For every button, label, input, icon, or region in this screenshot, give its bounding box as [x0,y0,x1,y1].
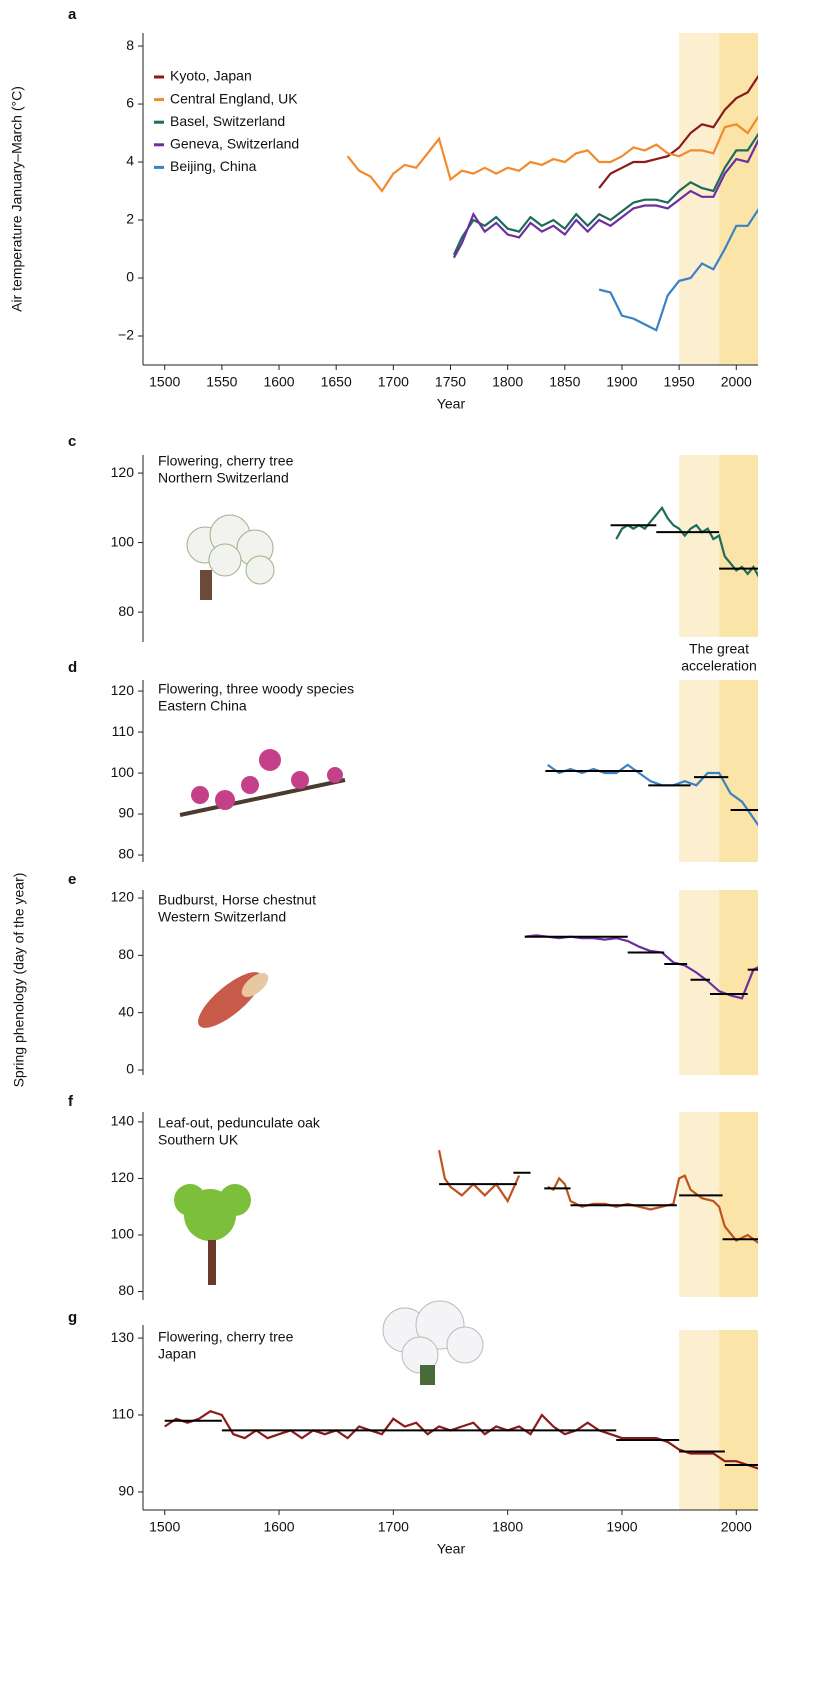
plot-area [439,1112,759,1297]
panel-title: Flowering, three woody species [158,681,354,697]
panel-letter: c [68,433,76,450]
period-band [719,890,759,1075]
period-band [679,680,719,862]
legend-label: Geneva, Switzerland [170,136,299,152]
photo-cherry [187,515,274,600]
x-tick-label: 1650 [321,374,352,390]
panel-title: Northern Switzerland [158,470,289,486]
y-tick-label: 120 [111,1169,135,1185]
x-tick-label: 1700 [378,1519,409,1535]
x-tick-label: 1800 [492,1519,523,1535]
y-tick-label: 2 [126,211,134,227]
period-band [679,455,719,637]
x-tick-label: 1850 [549,374,580,390]
legend-label: Beijing, China [170,158,257,174]
panel-title: Flowering, cherry tree [158,1329,294,1345]
x-tick-label: 2000 [721,1519,752,1535]
x-tick-label: 1900 [606,1519,637,1535]
photo-woody [180,749,345,815]
period-band [719,1330,759,1510]
y-tick-label: 130 [111,1329,135,1345]
y-tick-label: 6 [126,95,134,111]
panel-title: Southern UK [158,1132,239,1148]
panel-letter: d [68,659,77,676]
x-tick-label: 1500 [149,1519,180,1535]
y-tick-label: 100 [111,764,135,780]
panel-letter: a [68,6,77,23]
period-band [679,33,719,365]
x-tick-label: 1600 [263,1519,294,1535]
panel-title: Leaf-out, pedunculate oak [158,1115,321,1131]
y-tick-label: 120 [111,682,135,698]
x-tick-label: 1700 [378,374,409,390]
shared-y-label: Spring phenology (day of the year) [11,873,27,1088]
panel-title: Western Switzerland [158,909,286,925]
y-tick-label: 110 [112,723,135,739]
legend-label: Central England, UK [170,90,298,106]
y-tick-label: 8 [126,37,134,53]
period-band [719,455,759,637]
y-tick-label: 80 [118,846,134,862]
y-tick-label: 90 [118,1483,134,1499]
photo-oak [174,1184,251,1285]
panel-letter: g [68,1309,77,1326]
plot-area [348,33,760,365]
period-band [679,890,719,1075]
y-tick-label: −2 [118,327,134,343]
x-tick-label: 1550 [206,374,237,390]
y-tick-label: 4 [126,153,134,169]
panel-letter: f [68,1093,74,1110]
y-tick-label: 0 [126,269,134,285]
legend-label: Basel, Switzerland [170,113,285,129]
x-axis-label: Year [437,396,466,412]
y-axis-label: Air temperature January–March (°C) [9,86,25,312]
y-tick-label: 80 [118,603,134,619]
plot-area [611,455,760,637]
x-tick-label: 1950 [664,374,695,390]
period-band [719,680,759,862]
panel-title: Japan [158,1346,196,1362]
annotation: The great [689,641,749,657]
photo-chestnut [190,964,272,1037]
period-band [679,1330,719,1510]
x-tick-label: 1900 [606,374,637,390]
panel-letter: e [68,871,76,888]
x-tick-label: 1800 [492,374,523,390]
y-tick-label: 0 [126,1061,134,1077]
y-tick-label: 40 [118,1003,134,1019]
legend-label: Kyoto, Japan [170,68,252,84]
x-tick-label: 1500 [149,374,180,390]
x-axis-label: Year [437,1541,466,1557]
y-tick-label: 100 [111,1226,135,1242]
x-tick-label: 2000 [721,374,752,390]
y-tick-label: 140 [111,1113,135,1129]
panel-title: Eastern China [158,698,247,714]
y-tick-label: 120 [111,464,135,480]
plot-area [545,680,759,862]
period-band [719,1112,759,1297]
annotation: acceleration [681,658,757,674]
y-tick-label: 100 [111,533,135,549]
y-tick-label: 80 [118,1282,134,1298]
y-tick-label: 90 [118,805,134,821]
y-tick-label: 120 [111,889,135,905]
y-tick-label: 80 [118,946,134,962]
plot-area [525,890,759,1075]
panel-title: Budburst, Horse chestnut [158,892,316,908]
x-tick-label: 1600 [263,374,294,390]
panel-title: Flowering, cherry tree [158,453,294,469]
period-band [679,1112,719,1297]
figure: Spring phenology (day of the year) a −2 0 2… [0,0,817,1690]
y-tick-label: 110 [112,1406,135,1422]
photo-cherry-japan [383,1301,483,1385]
x-tick-label: 1750 [435,374,466,390]
